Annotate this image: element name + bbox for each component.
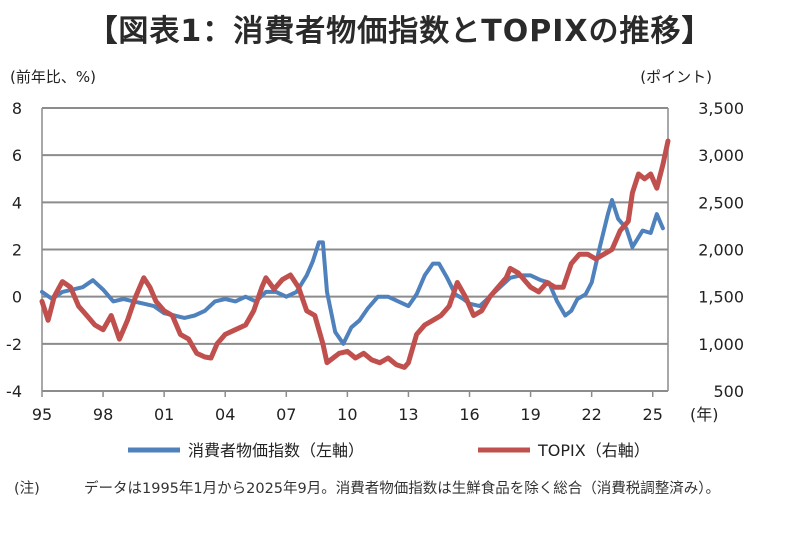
chart-title: 【図表1：消費者物価指数とTOPIXの推移】	[87, 14, 713, 49]
x-axis-unit-label: (年)	[690, 405, 719, 424]
right-axis-unit-label: (ポイント)	[640, 68, 712, 86]
right-tick-label: 2,000	[698, 241, 744, 260]
chart-area: 8 6 4 2 0 -2 -4 3,500 3,000 2,500 2,000 1,500 1,000 5…	[6, 68, 744, 460]
legend-label-cpi: 消費者物価指数（左軸）	[188, 441, 364, 460]
right-tick-label: 3,000	[698, 146, 744, 165]
left-tick-label: -2	[6, 335, 22, 354]
x-tick-label: 25	[643, 405, 663, 424]
right-tick-label: 1,000	[698, 335, 744, 354]
left-tick-label: 0	[12, 288, 22, 307]
x-tick-label: 22	[581, 405, 601, 424]
legend-label-topix: TOPIX（右軸）	[537, 441, 650, 460]
left-axis-unit-label: (前年比、%)	[10, 68, 96, 86]
left-tick-label: 6	[12, 146, 22, 165]
axes: 8 6 4 2 0 -2 -4 3,500 3,000 2,500 2,000 1,500 1,000 5…	[6, 99, 744, 424]
right-tick-label: 1,500	[698, 288, 744, 307]
legend: 消費者物価指数（左軸） TOPIX（右軸）	[128, 441, 650, 460]
x-tick-label: 98	[93, 405, 113, 424]
left-tick-label: 4	[12, 193, 22, 212]
x-tick-label: 01	[154, 405, 174, 424]
x-tick-label: 19	[520, 405, 540, 424]
right-tick-label: 500	[713, 382, 744, 401]
topix-series-line	[39, 138, 671, 370]
left-tick-label: 2	[12, 241, 22, 260]
footnote-text: データは1995年1月から2025年9月。消費者物価指数は生鮮食品を除く総合（消…	[84, 481, 720, 497]
footnote-label: (注)	[14, 481, 40, 497]
left-tick-label: 8	[12, 99, 22, 118]
x-tick-label: 04	[215, 405, 235, 424]
x-tick-label: 07	[276, 405, 296, 424]
gridlines	[42, 107, 668, 392]
x-tick-label: 16	[459, 405, 479, 424]
right-tick-label: 3,500	[698, 99, 744, 118]
x-tick-label: 13	[398, 405, 418, 424]
left-tick-label: -4	[6, 382, 22, 401]
series-lines	[39, 138, 671, 370]
x-tick-label: 95	[32, 405, 52, 424]
right-tick-label: 2,500	[698, 193, 744, 212]
x-tick-label: 10	[337, 405, 357, 424]
